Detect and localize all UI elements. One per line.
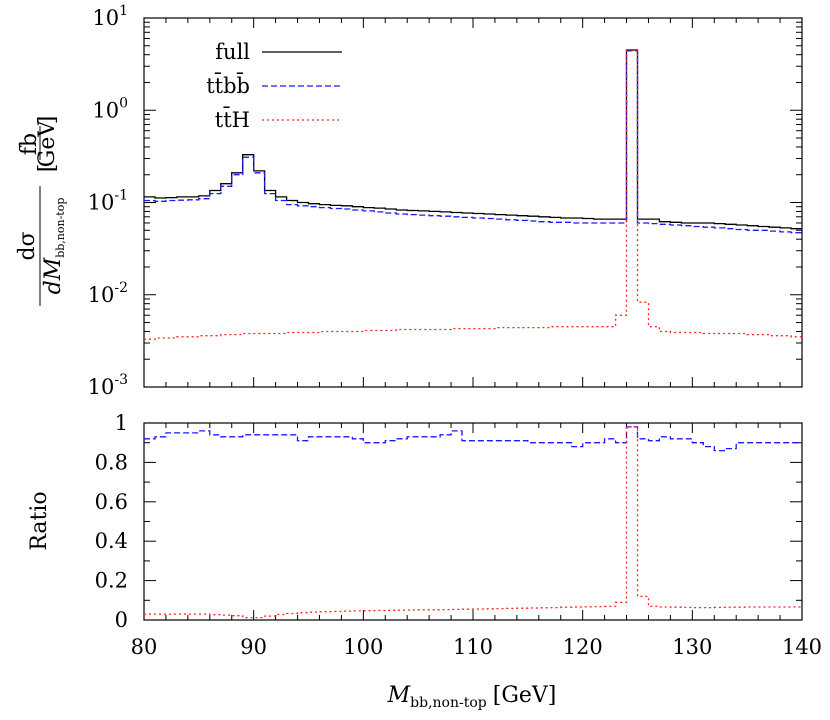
top-y-tick-label: 10-3 [88, 372, 128, 399]
top-y-tick-label: 100 [92, 95, 128, 122]
top-y-tick-label: 101 [92, 3, 128, 30]
x-tick-label: 110 [453, 635, 493, 659]
y-label-bracket-left: [ [35, 164, 60, 173]
top-series-group [144, 49, 802, 340]
bottom-panel: 0 0.2 0.4 0.6 0.8 1 Ratio 80 90 100 110 120 130 140… [27, 411, 822, 711]
bottom-y-tick-label: 0 [115, 608, 128, 632]
top-series-line-1 [144, 50, 802, 234]
bottom-tick-marks [143, 422, 803, 621]
x-tick-label: 130 [672, 635, 712, 659]
tick-base: 10 [88, 191, 115, 215]
legend-label: full [215, 40, 250, 64]
top-series-line-2 [144, 50, 802, 340]
bottom-series-line-1 [144, 426, 802, 619]
legend-label: tt̄H [215, 106, 250, 132]
top-y-tick-label: 10-1 [88, 188, 128, 215]
tick-exponent: -3 [114, 372, 128, 388]
bottom-y-tick-label: 0.2 [95, 569, 128, 593]
x-label-unit: [GeV] [493, 683, 557, 708]
bottom-plot-frame [143, 422, 803, 621]
x-tick-label: 90 [240, 635, 267, 659]
bottom-series-group [144, 426, 802, 619]
legend: full tt̄bb̄ tt̄H [206, 40, 342, 132]
x-tick-label: 120 [563, 635, 603, 659]
x-label-main: M [387, 683, 411, 708]
x-label-sub: bb,non-top [410, 695, 487, 711]
tick-base: 10 [88, 375, 115, 399]
tick-base: 10 [92, 98, 119, 122]
bottom-y-axis-label: Ratio [27, 491, 52, 550]
y-label-den-main: dM [41, 257, 66, 294]
top-y-tick-label: 10-2 [88, 280, 128, 307]
tick-exponent: 1 [119, 3, 128, 19]
tick-exponent: -2 [114, 280, 128, 296]
x-axis-label: Mbb,non-top [GeV] [387, 683, 557, 711]
y-label-unit-num: fb [17, 133, 42, 155]
legend-label: tt̄bb̄ [206, 72, 250, 98]
bottom-y-tick-labels: 0 0.2 0.4 0.6 0.8 1 [95, 411, 128, 632]
bottom-y-tick-label: 0.8 [95, 450, 128, 474]
tick-base: 10 [88, 283, 115, 307]
bottom-y-tick-label: 0.6 [95, 490, 128, 514]
y-label-numerator: dσ [15, 231, 40, 260]
tick-exponent: -1 [114, 188, 128, 204]
x-tick-label: 140 [782, 635, 822, 659]
x-tick-label: 80 [131, 635, 158, 659]
x-axis-title: Mbb,non-top [GeV] [387, 683, 557, 711]
x-tick-labels: 80 90 100 110 120 130 140 [131, 635, 822, 659]
bottom-y-tick-label: 1 [115, 411, 128, 435]
y-label-unit-den: GeV [35, 120, 60, 168]
y-label-den-sub: bb,non-top [54, 198, 67, 258]
y-label-denominator: dMbb,non-top [41, 198, 67, 295]
top-tick-marks [143, 17, 803, 388]
bottom-series-line-0 [144, 426, 802, 452]
tick-base: 10 [92, 6, 119, 30]
x-tick-label: 100 [343, 635, 383, 659]
tick-exponent: 0 [119, 95, 128, 111]
bottom-y-tick-label: 0.4 [95, 529, 128, 553]
y-label-bracket-right: ] [35, 116, 60, 125]
